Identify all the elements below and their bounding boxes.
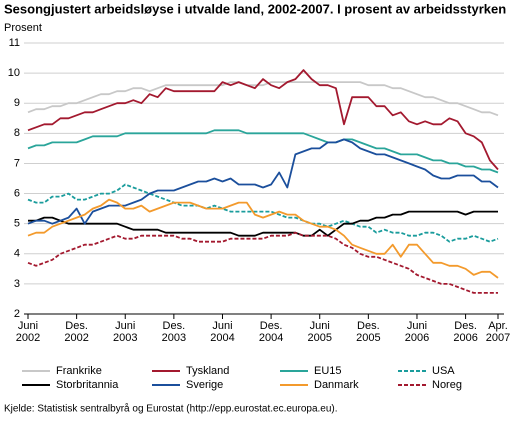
chart-title: Sesongjustert arbeidsløyse i utvalde lan… [4, 1, 506, 16]
x-tick-label: Des. [65, 320, 88, 332]
data-line [27, 231, 498, 294]
data-line [28, 210, 498, 237]
y-tick-label: 8 [14, 127, 20, 139]
data-line [27, 198, 499, 279]
y-tick-label: 4 [14, 248, 20, 260]
x-tick-label: Juni [18, 320, 38, 332]
x-tick-label: Des. [454, 320, 477, 332]
y-tick-label: 3 [14, 278, 20, 290]
legend-label: Noreg [432, 379, 462, 391]
x-tick-label: Juni [212, 320, 232, 332]
x-tick-label: Apr. [488, 320, 508, 332]
data-line [27, 138, 499, 225]
x-tick-label: 2003 [162, 332, 186, 344]
legend-label: Storbritannia [56, 379, 119, 391]
y-tick-label: 6 [14, 187, 20, 199]
y-tick-label: 5 [14, 218, 20, 230]
x-tick-label: Juni [310, 320, 330, 332]
legend-label: Danmark [314, 379, 359, 391]
legend-label: Frankrike [56, 365, 102, 377]
data-line [27, 69, 499, 171]
x-tick-label: 2004 [259, 332, 283, 344]
y-tick-label: 7 [14, 157, 20, 169]
legend-label: USA [432, 365, 455, 377]
x-tick-label: 2007 [486, 332, 510, 344]
data-line [27, 129, 499, 174]
x-tick-label: 2005 [356, 332, 380, 344]
x-tick-label: 2006 [405, 332, 429, 344]
x-tick-label: 2006 [453, 332, 477, 344]
x-tick-label: 2005 [307, 332, 331, 344]
legend-label: Sverige [186, 379, 223, 391]
legend-label: EU15 [314, 365, 342, 377]
y-tick-label: 10 [8, 67, 20, 79]
y-tick-label: 9 [14, 97, 20, 109]
y-axis-label: Prosent [4, 22, 42, 34]
x-tick-label: 2002 [64, 332, 88, 344]
x-tick-label: Juni [407, 320, 427, 332]
data-line [27, 183, 499, 243]
x-tick-label: 2002 [16, 332, 40, 344]
x-tick-label: 2004 [210, 332, 234, 344]
x-tick-label: Des. [163, 320, 186, 332]
y-tick-label: 2 [14, 308, 20, 320]
x-tick-label: Juni [115, 320, 135, 332]
x-tick-label: Des. [260, 320, 283, 332]
source-note: Kjelde: Statistisk sentralbyrå og Eurost… [4, 403, 338, 415]
x-tick-label: Des. [357, 320, 380, 332]
x-tick-label: 2003 [113, 332, 137, 344]
legend-label: Tyskland [186, 365, 229, 377]
data-line [27, 81, 499, 117]
y-tick-label: 11 [9, 37, 20, 49]
